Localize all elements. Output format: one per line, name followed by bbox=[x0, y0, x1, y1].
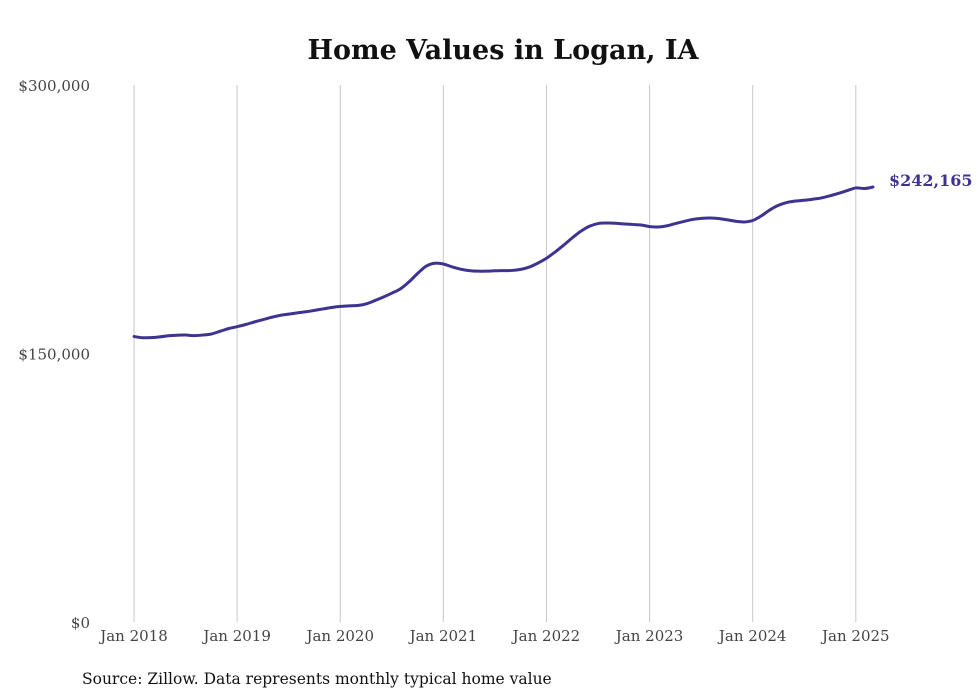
y-axis: $0 $150,000 $300,000 bbox=[18, 77, 90, 632]
series-layer: $242,165 bbox=[132, 171, 973, 340]
x-tick-label: Jan 2018 bbox=[98, 627, 168, 645]
x-tick-label: Jan 2019 bbox=[201, 627, 271, 645]
x-tick-label: Jan 2025 bbox=[820, 627, 890, 645]
y-tick-label: $300,000 bbox=[18, 77, 90, 95]
x-tick-label: Jan 2020 bbox=[304, 627, 374, 645]
x-axis: Jan 2018 Jan 2019 Jan 2020 Jan 2021 Jan 2022… bbox=[98, 627, 889, 645]
grid bbox=[133, 85, 857, 622]
series-line bbox=[132, 185, 875, 340]
chart-title: Home Values in Logan, IA bbox=[308, 35, 700, 66]
series-end-label: $242,165 bbox=[889, 171, 973, 190]
x-tick-label: Jan 2022 bbox=[511, 627, 581, 645]
x-tick-label: Jan 2021 bbox=[408, 627, 478, 645]
y-tick-label: $150,000 bbox=[18, 346, 90, 364]
x-tick-label: Jan 2024 bbox=[717, 627, 787, 645]
y-tick-label: $0 bbox=[71, 614, 90, 632]
source-footnote: Source: Zillow. Data represents monthly … bbox=[82, 670, 552, 688]
x-tick-label: Jan 2023 bbox=[614, 627, 684, 645]
